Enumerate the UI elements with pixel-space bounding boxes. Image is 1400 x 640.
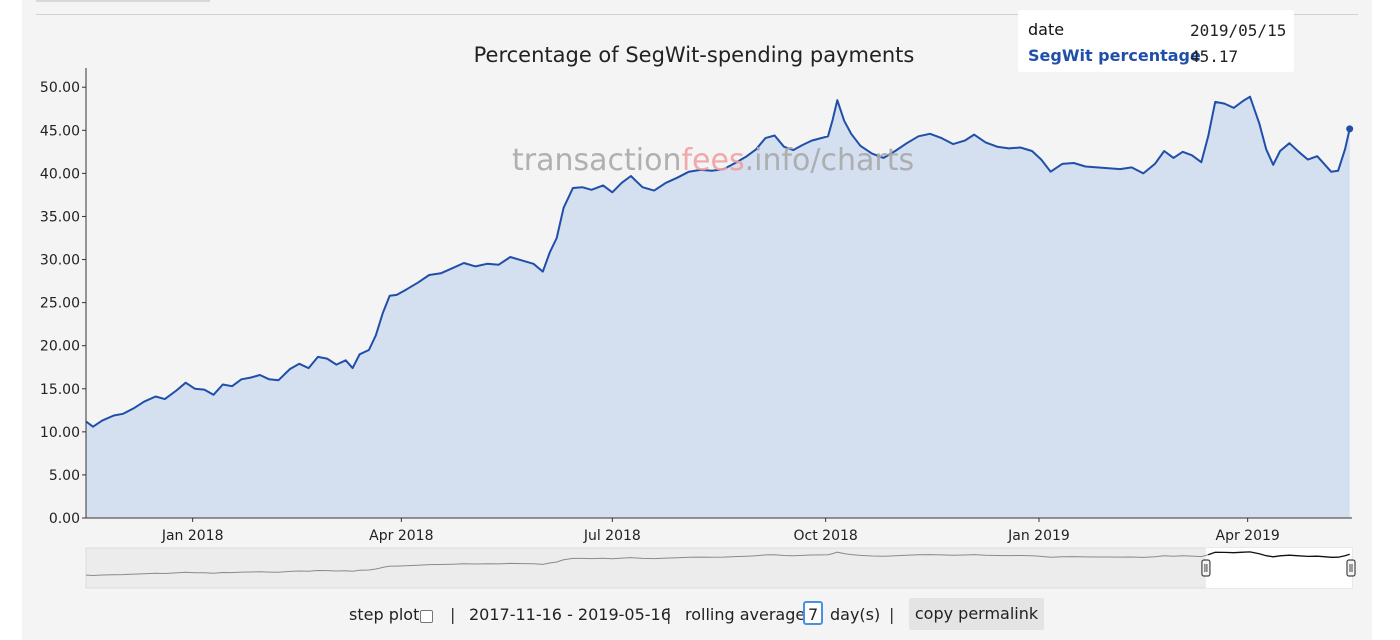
y-tick-label: 0.00	[49, 511, 80, 527]
x-tick-label: Jul 2018	[583, 528, 641, 544]
watermark: transactionfees.info/charts	[512, 143, 914, 178]
rolling-average-input[interactable]: 7	[803, 601, 823, 625]
x-tick-label: Jan 2018	[161, 528, 224, 544]
tooltip-series-value: 45.17	[1190, 47, 1239, 66]
chart-controls: step plot | 2017-11-16 - 2019-05-16 | ro…	[0, 598, 1400, 632]
hover-point[interactable]	[1346, 125, 1354, 133]
y-tick-label: 35.00	[40, 209, 80, 225]
range-handle-right[interactable]	[1346, 559, 1356, 577]
range-selector-window[interactable]	[1205, 548, 1352, 588]
range-selector[interactable]	[85, 547, 1356, 589]
separator: |	[666, 605, 672, 624]
y-tick-label: 40.00	[40, 166, 80, 182]
x-tick-label: Jan 2019	[1007, 528, 1070, 544]
watermark-part2: fees	[681, 143, 744, 178]
series-area	[86, 96, 1350, 518]
top-divider	[36, 14, 1358, 15]
range-selector-line-muted	[85, 551, 1209, 577]
range-selector-line	[1207, 551, 1350, 558]
date-range-text: 2017-11-16 - 2019-05-16	[469, 605, 671, 624]
range-selector-track	[85, 547, 1353, 589]
range-handle-grip[interactable]	[1346, 559, 1356, 577]
y-tick-label: 20.00	[40, 339, 80, 355]
tooltip-date-value: 2019/05/15	[1190, 21, 1287, 40]
rolling-average-label: rolling average	[685, 605, 806, 624]
chart-title: Percentage of SegWit-spending payments	[474, 43, 915, 67]
range-handle-left[interactable]	[1201, 559, 1211, 577]
y-tick-label: 15.00	[40, 382, 80, 398]
y-tick-label: 5.00	[49, 468, 80, 484]
y-tick-label: 50.00	[40, 80, 80, 96]
hover-tooltip: date 2019/05/15 SegWit percentage 45.17	[1018, 10, 1294, 72]
y-tick-label: 30.00	[40, 253, 80, 269]
y-tick-label: 45.00	[40, 123, 80, 139]
x-tick-label: Oct 2018	[794, 528, 858, 544]
y-tick-label: 10.00	[40, 425, 80, 441]
step-plot-label: step plot	[349, 605, 420, 624]
tooltip-date-label: date	[1028, 20, 1065, 39]
series-line	[85, 95, 1351, 428]
rolling-unit-label: day(s)	[830, 605, 881, 624]
copy-permalink-button[interactable]: copy permalink	[909, 598, 1044, 630]
y-tick-label: 25.00	[40, 296, 80, 312]
tooltip-series-label: SegWit percentage	[1028, 46, 1201, 65]
top-tab-stub	[36, 0, 210, 2]
range-handle-grip[interactable]	[1201, 559, 1211, 577]
separator: |	[889, 605, 895, 624]
separator: |	[450, 605, 456, 624]
x-tick-label: Apr 2019	[1216, 528, 1280, 544]
watermark-part3: .info/charts	[745, 143, 915, 178]
x-tick-label: Apr 2018	[369, 528, 433, 544]
watermark-part1: transaction	[512, 143, 681, 178]
step-plot-checkbox[interactable]	[420, 610, 433, 623]
